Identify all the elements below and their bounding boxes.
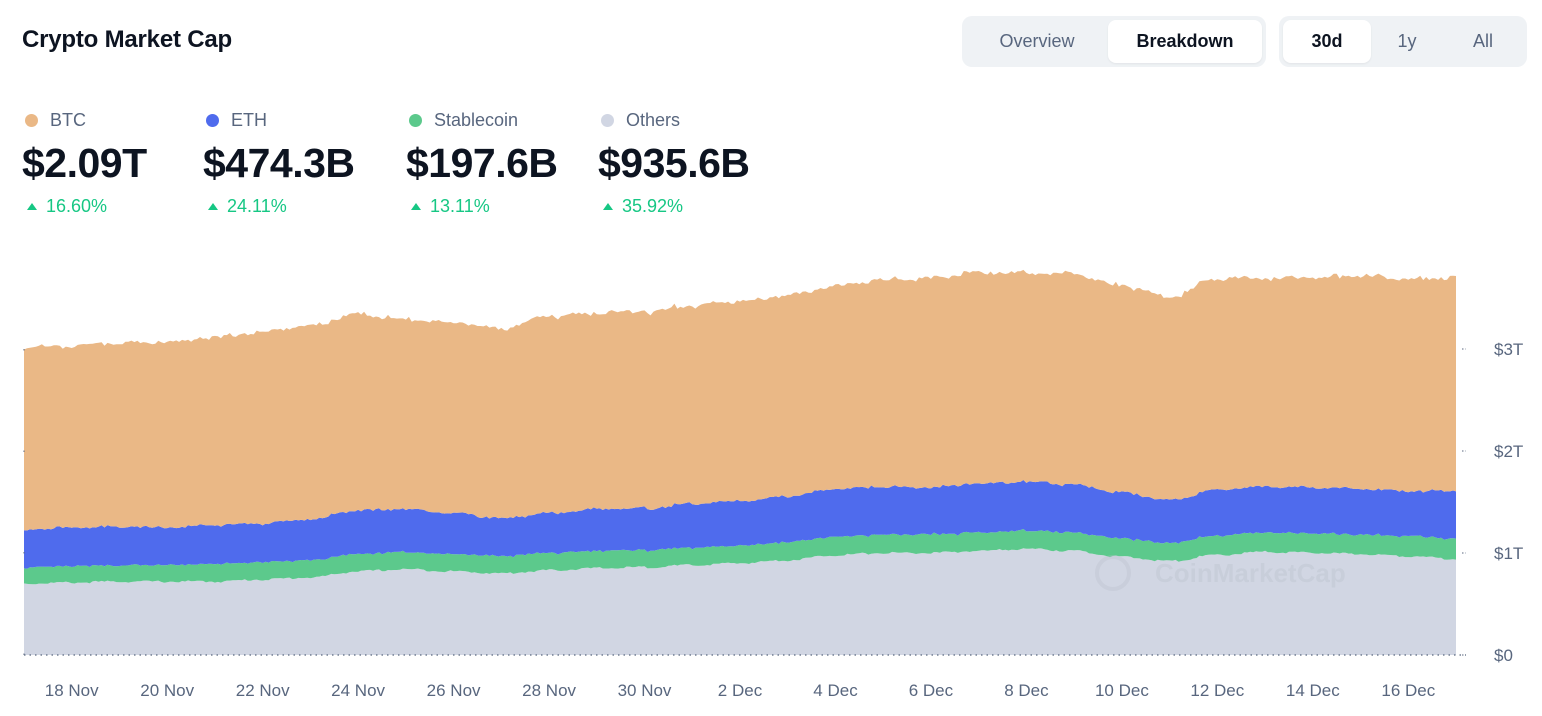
stat-others: Others $935.6B 35.92% [598, 108, 750, 217]
x-tick-label: 10 Dec [1095, 681, 1149, 700]
view-toggle: Overview Breakdown [962, 16, 1266, 67]
stat-change: 35.92% [622, 196, 684, 216]
coinmarketcap-logo-icon [1095, 555, 1131, 591]
btc-legend-dot [25, 113, 38, 127]
stat-value: $935.6B [598, 140, 750, 186]
x-axis: 18 Nov 20 Nov 22 Nov 24 Nov 26 Nov 28 Nov 30 N… [45, 681, 1436, 700]
tab-overview[interactable]: Overview [999, 31, 1075, 51]
x-tick-label: 16 Dec [1381, 681, 1435, 700]
range-30d-button[interactable]: 30d [1283, 20, 1371, 63]
x-tick-label: 28 Nov [522, 681, 576, 700]
y-axis: $0 $1T $2T $3T [23, 340, 1523, 665]
y-tick-label: $0 [1494, 646, 1513, 665]
stat-label: Stablecoin [434, 109, 519, 130]
stat-eth: ETH $474.3B 24.11% [203, 108, 355, 217]
x-tick-label: 22 Nov [236, 681, 290, 700]
y-tick-label: $2T [1494, 442, 1523, 461]
caret-up-icon [603, 203, 613, 210]
stat-label: ETH [231, 109, 267, 130]
stat-change: 24.11% [227, 196, 287, 216]
caret-up-icon [27, 203, 37, 210]
x-tick-label: 20 Nov [140, 681, 194, 700]
x-tick-label: 2 Dec [718, 681, 763, 700]
stat-label: BTC [50, 109, 86, 130]
area-btc [24, 269, 1456, 531]
x-tick-label: 6 Dec [909, 681, 954, 700]
stat-value: $474.3B [203, 140, 355, 186]
range-toggle: 30d 1y All [1279, 16, 1527, 67]
x-tick-label: 26 Nov [427, 681, 481, 700]
x-tick-label: 30 Nov [618, 681, 672, 700]
caret-up-icon [208, 203, 218, 210]
chart-areas [24, 269, 1456, 655]
x-tick-label: 24 Nov [331, 681, 385, 700]
market-cap-chart[interactable]: $0 $1T $2T $3T 18 Nov 20 Nov 22 Nov 24 Nov 26 N… [0, 240, 1542, 716]
caret-up-icon [411, 203, 421, 210]
area-stablecoin [24, 529, 1456, 585]
stat-value: $197.6B [406, 140, 558, 186]
y-tick-label: $3T [1494, 340, 1523, 359]
page-title: Crypto Market Cap [22, 26, 232, 53]
stat-label: Others [626, 109, 681, 130]
watermark-text: CoinMarketCap [1155, 558, 1346, 588]
eth-legend-dot [206, 113, 219, 127]
y-tick-label: $1T [1494, 544, 1523, 563]
area-others [24, 548, 1456, 655]
stat-change: 16.60% [46, 196, 108, 216]
x-tick-label: 4 Dec [813, 681, 858, 700]
x-tick-label: 8 Dec [1004, 681, 1049, 700]
stat-stablecoin: Stablecoin $197.6B 13.11% [406, 108, 558, 217]
stat-btc: BTC $2.09T 16.60% [22, 108, 147, 217]
area-eth [24, 480, 1456, 569]
watermark: CoinMarketCap [1095, 555, 1346, 591]
range-1y-button[interactable]: 1y [1397, 31, 1417, 51]
stablecoin-legend-dot [409, 113, 422, 127]
x-tick-label: 14 Dec [1286, 681, 1340, 700]
tab-breakdown[interactable]: Breakdown [1108, 20, 1262, 63]
range-all-button[interactable]: All [1472, 31, 1493, 51]
x-tick-label: 12 Dec [1190, 681, 1244, 700]
stat-change: 13.11% [430, 196, 490, 216]
stat-value: $2.09T [22, 140, 147, 186]
x-tick-label: 18 Nov [45, 681, 99, 700]
others-legend-dot [601, 113, 614, 127]
